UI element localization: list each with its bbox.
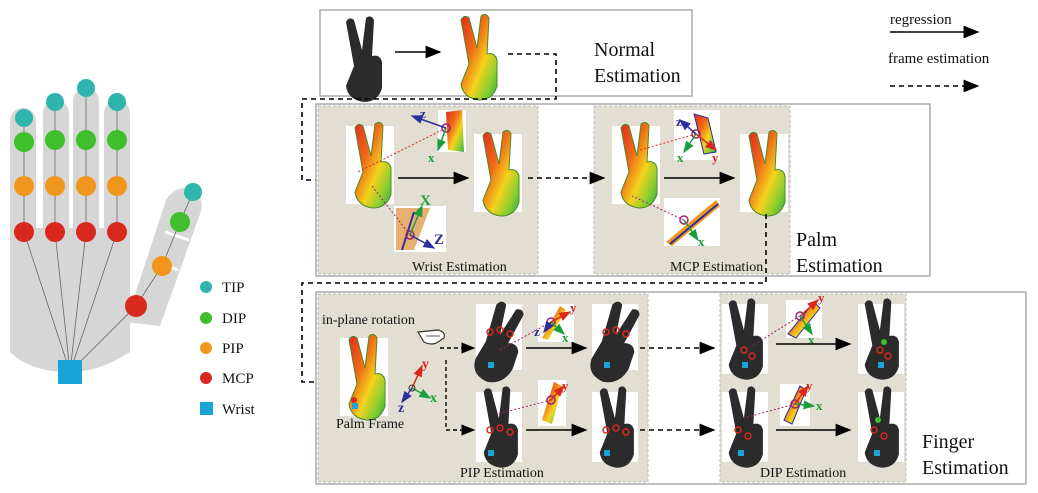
- mcp-inset-lower-x-label: x: [698, 234, 705, 249]
- palm-frame-z-label: z: [398, 401, 404, 416]
- dip-inset-y-label: y: [818, 290, 825, 305]
- wrist-inset-x-label: x: [428, 150, 435, 165]
- pip-inset-y-label: y: [570, 300, 577, 315]
- wrist-marker: [200, 402, 213, 415]
- hand-skeleton: [10, 79, 202, 384]
- wrist-label: Wrist: [222, 402, 256, 418]
- dip-label: DIP: [222, 311, 246, 327]
- pip-inset-z-label: z: [534, 324, 540, 339]
- mcp-inset-z-label: z: [676, 114, 682, 129]
- wrist-inset-z-label: z: [420, 106, 426, 121]
- normal-estimation-stage: Normal Estimation: [319, 9, 693, 102]
- mcp-inset-x-label: x: [677, 150, 684, 165]
- legend-frame-estimation-label: frame estimation: [888, 51, 990, 67]
- wrist-estimation-label: Wrist Estimation: [412, 260, 507, 275]
- in-plane-rotation-label: in-plane rotation: [322, 313, 415, 328]
- dip-inset-x-label: x: [808, 332, 815, 347]
- palm-estimation-title-line1: Palm: [796, 229, 838, 251]
- finger-estimation-title-line1: Finger: [922, 431, 975, 453]
- normal-estimation-title-line1: Normal: [594, 39, 656, 61]
- dip-lower-inset-x-label: x: [816, 398, 823, 413]
- tip-marker: [200, 281, 212, 293]
- pip-inset-x-label: x: [562, 330, 569, 345]
- palm-estimation-stage: z x X Z Wrist Estimation z x y: [315, 103, 931, 277]
- pip-lower-inset-y-label: y: [562, 378, 569, 393]
- legend-regression-label: regression: [890, 12, 952, 28]
- finger-estimation-stage: in-plane rotation Palm Frame y x z: [315, 290, 1027, 485]
- finger-estimation-title-line2: Estimation: [922, 457, 1009, 479]
- palm-frame-label: Palm Frame: [336, 417, 404, 432]
- frame-to-pip-lower-connector: [445, 360, 476, 436]
- wrist-inset-X-label: X: [420, 193, 431, 209]
- dip-marker: [200, 312, 212, 324]
- palm-frame-axes: y x z: [398, 357, 437, 416]
- pip-marker: [200, 342, 212, 354]
- palm-to-finger-connector: [301, 214, 767, 389]
- normal-to-palm-connector: [301, 53, 557, 187]
- mcp-estimation-label: MCP Estimation: [670, 260, 763, 275]
- arrow-legend: regression frame estimation: [888, 12, 990, 93]
- mcp-marker: [200, 372, 212, 384]
- dip-estimation-label: DIP Estimation: [760, 466, 846, 481]
- palm-estimation-title-line2: Estimation: [796, 255, 883, 277]
- mcp-label: MCP: [222, 371, 254, 387]
- palm-frame-x-label: x: [430, 391, 437, 406]
- normal-estimation-title-line2: Estimation: [594, 65, 681, 87]
- mcp-inset-y-label: y: [712, 150, 719, 165]
- palm-frame-y-label: y: [422, 357, 429, 372]
- rotation-pointer-icon: [416, 329, 445, 345]
- joint-legend: TIP DIP PIP MCP Wrist: [200, 280, 256, 418]
- dip-lower-inset-y-label: y: [806, 378, 813, 393]
- pip-estimation-label: PIP Estimation: [460, 466, 544, 481]
- pip-label: PIP: [222, 341, 244, 357]
- tip-label: TIP: [222, 280, 245, 296]
- wrist-inset-Z-label: Z: [434, 232, 444, 248]
